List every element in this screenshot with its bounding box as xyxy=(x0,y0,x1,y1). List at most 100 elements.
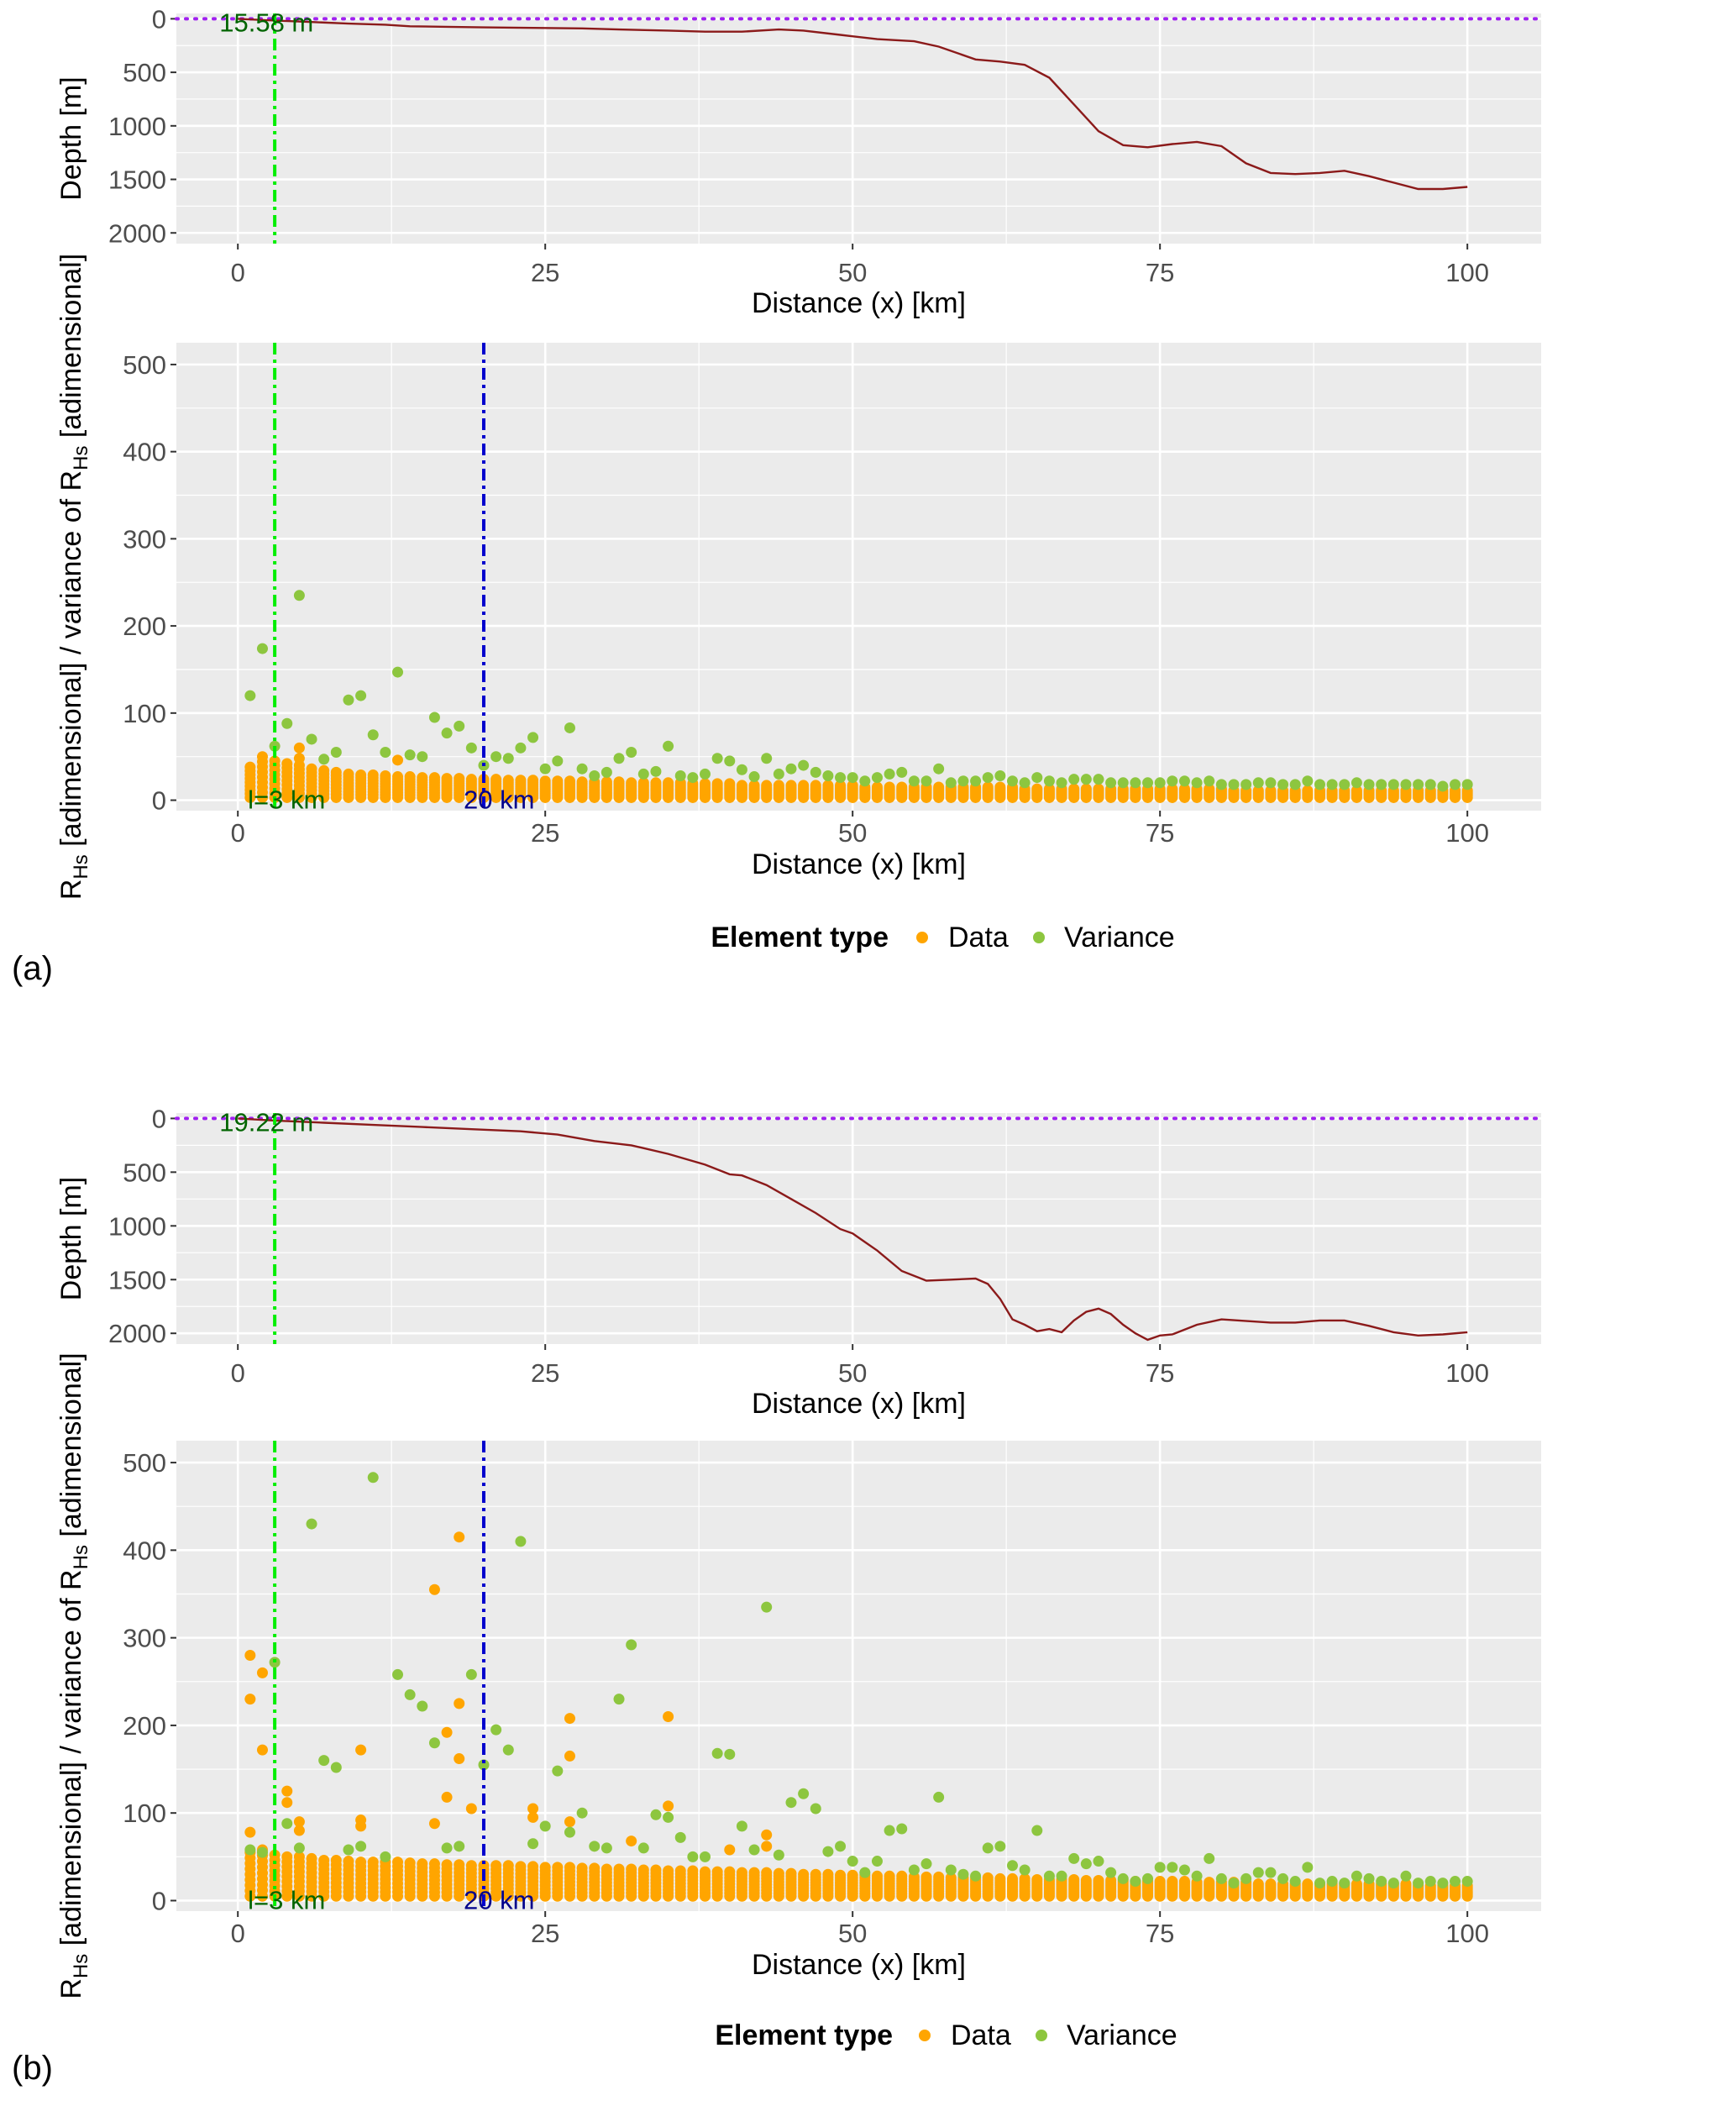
variance-point xyxy=(1326,779,1338,790)
variance-point xyxy=(502,1744,514,1756)
data-point xyxy=(527,775,539,786)
variance-point xyxy=(1093,1856,1104,1867)
x-tick-label: 100 xyxy=(1445,258,1489,287)
d20-marker-label: 20 km xyxy=(464,785,534,815)
data-point xyxy=(613,1863,625,1875)
y-tick-label: 300 xyxy=(123,1624,166,1653)
data-point xyxy=(454,1753,465,1765)
data-point xyxy=(748,780,760,791)
data-point xyxy=(761,780,773,791)
data-point xyxy=(269,755,281,767)
variance-point xyxy=(256,643,268,654)
variance-point xyxy=(700,768,711,780)
variance-point xyxy=(465,1668,477,1680)
data-point xyxy=(626,1836,637,1847)
data-point xyxy=(306,1852,317,1864)
data-point xyxy=(293,1816,305,1828)
variance-point xyxy=(552,1765,564,1777)
data-point xyxy=(1080,1875,1092,1887)
data-point xyxy=(404,771,416,783)
y-axis-title: RHs [adimensional] / variance of RHs [ad… xyxy=(55,254,92,900)
data-point xyxy=(933,1871,945,1883)
legend-label-variance: Variance xyxy=(1067,2019,1177,2051)
data-point xyxy=(785,1867,797,1879)
legend-label-data: Data xyxy=(951,2019,1011,2051)
data-point xyxy=(945,1872,957,1883)
variance-point xyxy=(380,1851,391,1862)
variance-point xyxy=(847,772,858,784)
data-point xyxy=(1031,783,1043,795)
data-point xyxy=(293,753,305,764)
data-point xyxy=(700,778,711,790)
variance-point xyxy=(1240,1872,1252,1884)
x-tick-label: 25 xyxy=(531,1358,559,1388)
data-point xyxy=(576,1862,588,1874)
y-tick-label: 500 xyxy=(123,1448,166,1478)
variance-point xyxy=(1265,777,1277,789)
y-tick-label: 200 xyxy=(123,1711,166,1741)
data-point xyxy=(392,754,404,766)
variance-point xyxy=(1387,1878,1399,1889)
data-point xyxy=(896,781,908,793)
data-point xyxy=(1167,1876,1178,1888)
data-point xyxy=(847,780,858,791)
variance-point xyxy=(1204,1852,1215,1864)
data-point xyxy=(256,1744,268,1756)
data-point xyxy=(1351,785,1362,796)
variance-point xyxy=(552,755,564,767)
data-point xyxy=(564,1816,575,1828)
y-tick-label: 2000 xyxy=(108,1319,166,1348)
variance-point xyxy=(687,1851,699,1862)
variance-point xyxy=(256,1846,268,1858)
variance-point xyxy=(1068,1852,1080,1864)
variance-point xyxy=(392,1668,404,1680)
variance-point xyxy=(835,772,847,784)
variance-point xyxy=(1424,779,1436,790)
y-title-part: [adimensional] / variance of R xyxy=(55,1569,87,1953)
data-point xyxy=(601,776,612,788)
variance-point xyxy=(773,768,784,780)
variance-point xyxy=(1326,1876,1338,1888)
variance-point xyxy=(589,770,601,782)
data-point xyxy=(724,1844,736,1856)
variance-point xyxy=(576,1807,588,1819)
variance-point xyxy=(933,1791,945,1803)
variance-point xyxy=(884,768,895,780)
data-point xyxy=(256,1667,268,1678)
legend-marker-variance xyxy=(1033,932,1045,943)
data-point xyxy=(798,780,810,791)
variance-point xyxy=(1191,1870,1203,1882)
variance-point xyxy=(527,732,539,743)
x-axis-title: Distance (x) [km] xyxy=(752,848,966,880)
variance-point xyxy=(515,1536,527,1547)
data-point xyxy=(637,777,649,789)
data-point xyxy=(613,776,625,788)
data-point xyxy=(982,781,994,793)
data-point xyxy=(1400,1878,1412,1890)
data-point xyxy=(244,761,256,773)
data-point xyxy=(1068,783,1080,795)
variance-point xyxy=(847,1856,858,1867)
depth-profile-line xyxy=(238,18,1468,191)
data-point xyxy=(343,768,354,780)
variance-point xyxy=(736,1820,747,1832)
data-point xyxy=(724,1866,736,1878)
variance-point xyxy=(761,1601,773,1613)
variance-point xyxy=(957,1868,969,1880)
variance-point xyxy=(515,742,527,754)
plot-panel xyxy=(176,13,1541,244)
data-point xyxy=(539,775,551,787)
data-point xyxy=(355,1820,367,1832)
variance-point xyxy=(478,1759,490,1771)
data-point xyxy=(822,1868,834,1880)
data-point xyxy=(380,770,391,782)
data-point xyxy=(835,780,847,791)
variance-point xyxy=(1461,1876,1473,1888)
variance-point xyxy=(293,1842,305,1854)
data-point xyxy=(428,1858,440,1870)
data-point xyxy=(589,1862,601,1874)
data-point xyxy=(871,1870,883,1882)
data-point xyxy=(576,776,588,788)
variance-point xyxy=(810,766,821,778)
x-tick-label: 0 xyxy=(231,1358,245,1388)
